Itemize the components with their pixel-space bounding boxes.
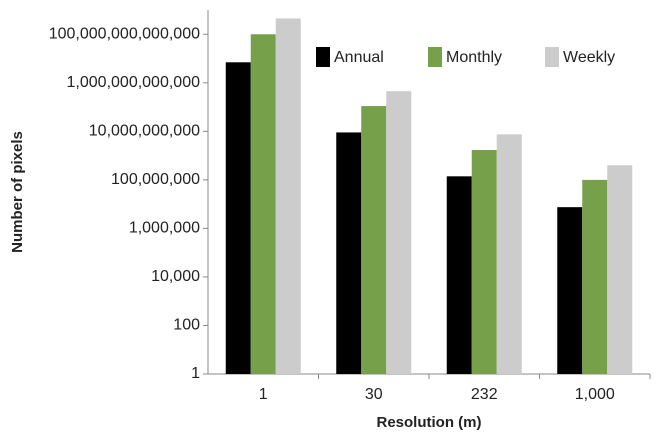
bar — [471, 150, 497, 374]
bar — [582, 179, 608, 374]
y-tick-label: 100,000,000 — [111, 171, 200, 188]
bar — [275, 18, 301, 375]
x-axis-label: Resolution (m) — [377, 414, 482, 431]
bar — [496, 134, 522, 374]
legend-label: Annual — [334, 49, 384, 66]
x-tick-label: 232 — [471, 386, 498, 403]
bar — [557, 207, 583, 374]
legend-swatch — [545, 47, 559, 67]
y-tick-label: 10,000,000,000 — [89, 123, 200, 140]
y-tick-label: 1 — [191, 365, 200, 382]
y-tick-label: 1,000,000 — [129, 220, 200, 237]
x-tick-label: 1 — [259, 386, 268, 403]
bar — [361, 106, 387, 375]
bar — [250, 34, 276, 375]
y-tick-label: 100,000,000,000,000 — [49, 25, 200, 42]
bar — [446, 176, 472, 374]
y-axis-label: Number of pixels — [9, 131, 26, 253]
y-tick-label: 10,000 — [151, 268, 200, 285]
bar — [225, 62, 251, 374]
bar — [386, 91, 412, 374]
bar — [607, 165, 633, 374]
y-tick-label: 100 — [173, 317, 200, 334]
legend-label: Monthly — [446, 49, 502, 66]
x-tick-label: 30 — [365, 386, 383, 403]
y-tick-label: 1,000,000,000,000 — [67, 74, 201, 91]
legend-swatch — [316, 47, 330, 67]
x-tick-label: 1,000 — [575, 386, 615, 403]
legend-swatch — [428, 47, 442, 67]
bar — [336, 132, 362, 374]
legend-label: Weekly — [563, 49, 615, 66]
